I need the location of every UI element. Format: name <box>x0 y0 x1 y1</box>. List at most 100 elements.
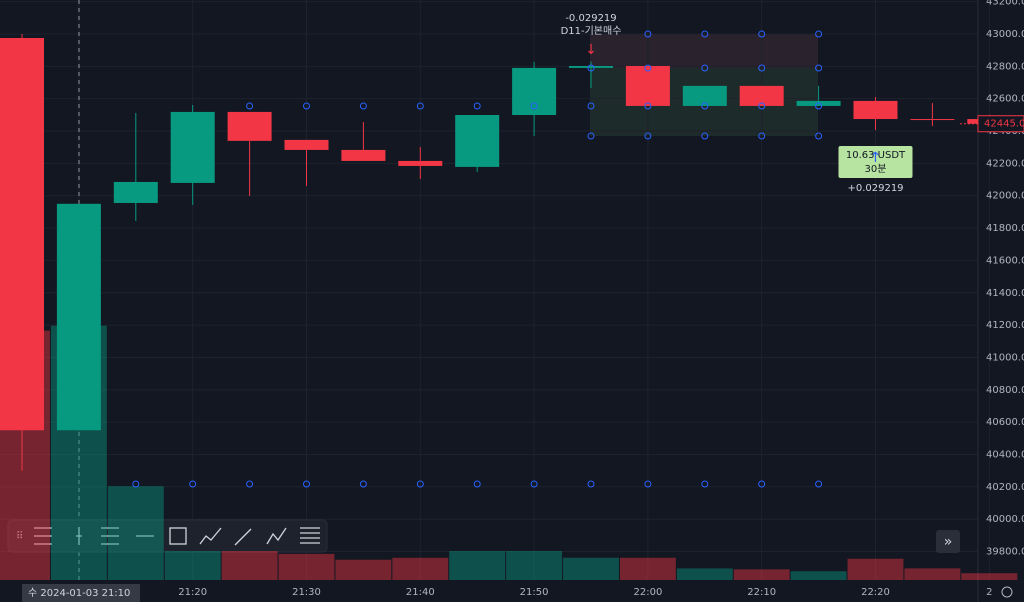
last-price-box <box>977 115 1024 133</box>
y-tick-label: 42000.00 <box>986 191 1024 202</box>
drawing-handle <box>644 30 652 38</box>
drawing-handle <box>815 480 823 488</box>
volume-bar <box>847 558 904 580</box>
x-tick-label: 22:00 <box>633 587 662 598</box>
x-tick-label: 22:10 <box>747 587 776 598</box>
crosshair-time-box <box>22 584 140 602</box>
candle-body <box>170 111 215 183</box>
x-tick-label: 21:40 <box>406 587 435 598</box>
tool-abc[interactable] <box>266 527 287 545</box>
y-tick-label: 42800.00 <box>986 61 1024 72</box>
drawing-handle <box>758 480 766 488</box>
x-tick-label: 22:20 <box>861 587 890 598</box>
volume-bar <box>164 551 221 580</box>
candle-body <box>739 85 784 106</box>
buy-arrow: ↑ <box>870 150 882 166</box>
drawing-handle <box>644 480 652 488</box>
volume-bar <box>392 557 449 580</box>
drawing-handle <box>246 480 254 488</box>
candle-body <box>625 65 670 106</box>
volume-bar <box>676 568 733 580</box>
volume-bar <box>563 557 619 580</box>
drawing-handle <box>359 102 367 110</box>
settings-icon[interactable] <box>1001 586 1013 598</box>
tool-trend[interactable] <box>234 528 252 546</box>
tool-lines[interactable] <box>300 527 320 544</box>
y-tick-label: 42600.00 <box>986 94 1024 105</box>
toolbar-handle[interactable]: ⠿ <box>16 531 23 542</box>
drawing-handle <box>359 480 367 488</box>
buy-duration: 30분 <box>865 163 887 175</box>
crosshair-date: 수 2024-01-03 <box>28 587 99 599</box>
x-tick-label: 21:30 <box>292 587 321 598</box>
y-tick-label: 40600.00 <box>986 417 1024 428</box>
candle-body <box>284 139 329 150</box>
y-tick-label: 41600.00 <box>986 255 1024 266</box>
sell-value: -0.029219 <box>565 13 616 24</box>
sell-label: D11-기본매수 <box>561 25 622 37</box>
drawing-handle <box>815 132 823 140</box>
y-tick-label: 43200.00 <box>986 0 1024 8</box>
y-tick-label: 40000.00 <box>986 514 1024 525</box>
buy-box <box>838 146 913 178</box>
buy-value: +0.029219 <box>847 183 903 194</box>
drawing-handle <box>644 102 652 110</box>
drawing-handle <box>303 480 310 488</box>
candle-body <box>113 181 158 203</box>
y-tick-label: 40400.00 <box>986 449 1024 460</box>
tool-vline[interactable] <box>76 527 82 545</box>
drawing-handle <box>758 102 766 110</box>
drawing-handle <box>473 102 481 110</box>
tool-rect[interactable] <box>169 527 187 545</box>
drawing-handle <box>473 480 481 488</box>
drawing-handle <box>758 132 766 140</box>
volume-bar <box>733 569 790 580</box>
candle-body <box>967 119 982 124</box>
drawing-handle <box>246 102 254 110</box>
drawing-handle <box>701 64 709 72</box>
drawing-zone-top <box>590 34 818 68</box>
candle-body <box>341 149 386 161</box>
candle-body <box>569 65 613 68</box>
y-tick-label: 40200.00 <box>986 482 1024 493</box>
volume-bar <box>506 551 563 580</box>
candle-body <box>455 114 500 167</box>
volume-bar <box>904 568 961 580</box>
volume-bar <box>619 557 676 580</box>
toolbar: ⠿ <box>7 519 328 553</box>
sell-arrow: ↓ <box>585 42 597 58</box>
candle-body <box>227 111 272 141</box>
tool-fib[interactable] <box>34 527 52 545</box>
candle-body <box>682 85 727 106</box>
drawing-handle <box>530 102 538 110</box>
x-tick-label: 21:20 <box>178 587 207 598</box>
volume-bar <box>790 571 847 580</box>
drawing-handle <box>587 480 595 488</box>
drawing-handle <box>758 64 766 72</box>
toolbar-bg <box>7 519 328 553</box>
tool-levels[interactable] <box>101 527 119 545</box>
y-tick-label: 41400.00 <box>986 288 1024 299</box>
candle-body <box>853 100 898 120</box>
drawing-handle <box>815 102 823 110</box>
scroll-icon[interactable]: » <box>944 534 953 550</box>
drawing-handle <box>758 30 766 38</box>
tool-wave[interactable] <box>199 527 222 545</box>
drawing-handle <box>644 64 652 72</box>
drawing-handle <box>587 102 595 110</box>
volume-bar <box>107 486 164 580</box>
scroll-button[interactable] <box>936 530 960 553</box>
candle-body <box>910 119 955 121</box>
x-tick-label: 21:50 <box>520 587 549 598</box>
volume-bar <box>961 573 1018 580</box>
drawing-handle <box>701 102 709 110</box>
last-price-label: 42445.0 <box>984 119 1024 130</box>
drawing-handle <box>587 64 595 72</box>
drawing-handle <box>132 480 140 488</box>
x-tick-label: 2 <box>986 587 992 598</box>
drawing-handle <box>416 102 424 110</box>
drawing-handle <box>587 132 595 140</box>
volume-bar <box>221 551 278 580</box>
y-tick-label: 42200.00 <box>986 158 1024 169</box>
